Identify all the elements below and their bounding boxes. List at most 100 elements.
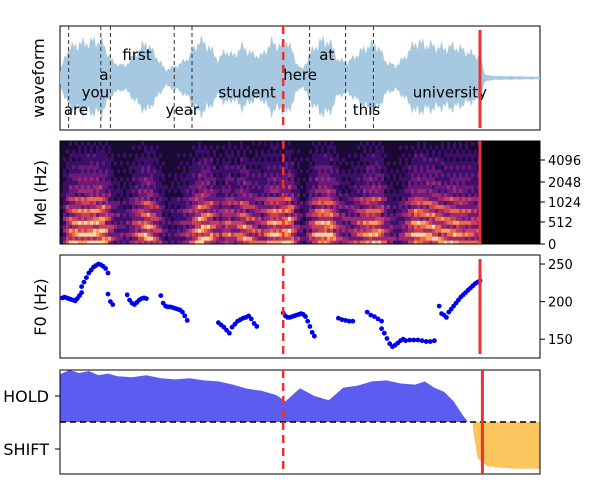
mel-cell [375, 240, 379, 244]
mel-cell [129, 220, 133, 225]
mel-cell [141, 188, 145, 194]
mel-cell [384, 168, 388, 174]
mel-cell [255, 164, 259, 170]
mel-cell [207, 144, 211, 150]
mel-cell [144, 160, 148, 166]
f0-point [84, 275, 89, 280]
mel-cell [72, 188, 76, 194]
mel-cell [432, 176, 436, 182]
mel-cell [378, 141, 382, 146]
mel-cell [447, 196, 451, 202]
mel-cell [474, 196, 478, 202]
mel-cell [426, 240, 430, 244]
mel-cell [189, 212, 193, 217]
mel-cell [474, 216, 478, 221]
mel-cell [114, 176, 118, 182]
mel-cell [372, 192, 376, 198]
mel-cell [63, 228, 67, 233]
mel-cell [441, 148, 445, 154]
mel-cell [120, 148, 124, 154]
mel-cell [180, 164, 184, 170]
mel-cell [231, 141, 235, 146]
mel-cell [252, 172, 256, 178]
mel-cell [339, 160, 343, 166]
mel-cell [351, 184, 355, 190]
mel-cell [63, 200, 67, 205]
mel-cell [369, 216, 373, 221]
mel-cell [339, 212, 343, 217]
mel-cell [90, 212, 94, 217]
mel-cell [312, 172, 316, 178]
mel-cell [87, 240, 91, 244]
mel-cell [264, 208, 268, 213]
mel-cell [300, 172, 304, 178]
mel-cell [342, 208, 346, 213]
mel-cell [447, 176, 451, 182]
mel-cell [354, 152, 358, 158]
mel-cell [393, 141, 397, 146]
mel-cell [324, 220, 328, 225]
mel-cell [390, 180, 394, 186]
mel-cell [321, 152, 325, 158]
mel-cell [288, 141, 292, 146]
mel-cell [87, 184, 91, 190]
mel-cell [237, 240, 241, 244]
mel-cell [210, 212, 214, 217]
mel-cell [387, 148, 391, 154]
mel-cell [285, 164, 289, 170]
mel-cell [402, 144, 406, 150]
mel-cell [180, 192, 184, 198]
mel-cell [345, 141, 349, 146]
mel-cell [192, 144, 196, 150]
mel-cell [462, 208, 466, 213]
mel-cell [267, 172, 271, 178]
mel-cell [102, 188, 106, 194]
mel-cell [402, 156, 406, 162]
mel-cell [210, 228, 214, 233]
mel-cell [318, 196, 322, 202]
mel-cell [396, 236, 400, 241]
mel-cell [327, 141, 331, 146]
mel-cell [60, 220, 64, 225]
mel-cell [93, 156, 97, 162]
mel-cell [186, 212, 190, 217]
mel-cell [243, 216, 247, 221]
mel-cell [309, 180, 313, 186]
mel-cell [138, 148, 142, 154]
mel-cell [342, 160, 346, 166]
mel-cell [285, 204, 289, 209]
mel-cell [219, 228, 223, 233]
mel-cell [186, 200, 190, 205]
mel-cell [186, 176, 190, 182]
mel-cell [129, 164, 133, 170]
mel-cell [444, 236, 448, 241]
mel-cell [279, 232, 283, 237]
mel-cell [246, 184, 250, 190]
mel-cell [246, 144, 250, 150]
mel-cell [252, 200, 256, 205]
mel-cell [396, 152, 400, 158]
mel-cell [456, 144, 460, 150]
mel-cell [156, 168, 160, 174]
mel-cell [393, 216, 397, 221]
mel-cell [387, 141, 391, 146]
mel-cell [243, 228, 247, 233]
mel-cell [267, 196, 271, 202]
mel-ylabel: Mel (Hz) [31, 160, 50, 226]
mel-cell [174, 216, 178, 221]
mel-cell [120, 224, 124, 229]
mel-cell [312, 168, 316, 174]
mel-cell [345, 152, 349, 158]
mel-cell [408, 224, 412, 229]
mel-cell [87, 172, 91, 178]
mel-cell [261, 196, 265, 202]
mel-cell [456, 152, 460, 158]
mel-cell [90, 224, 94, 229]
mel-cell [474, 220, 478, 225]
mel-cell [240, 160, 244, 166]
mel-cell [372, 168, 376, 174]
mel-cell [465, 208, 469, 213]
mel-cell [78, 160, 82, 166]
mel-cell [447, 152, 451, 158]
mel-cell [303, 200, 307, 205]
